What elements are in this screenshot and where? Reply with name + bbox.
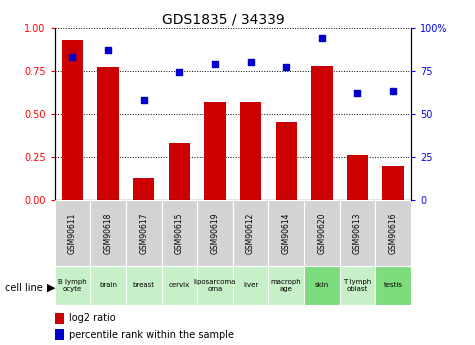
Bar <box>340 266 375 305</box>
Bar <box>340 200 375 266</box>
Text: cervix: cervix <box>169 283 190 288</box>
Bar <box>90 266 126 305</box>
Point <box>247 59 255 65</box>
Text: GSM90618: GSM90618 <box>104 212 113 254</box>
Text: liposarcoma
oma: liposarcoma oma <box>194 279 236 292</box>
Bar <box>304 200 340 266</box>
Bar <box>90 200 126 266</box>
Point <box>68 54 76 60</box>
Bar <box>55 200 90 266</box>
Text: log2 ratio: log2 ratio <box>69 313 115 323</box>
Bar <box>375 200 411 266</box>
Bar <box>62 40 83 200</box>
Point <box>318 35 326 41</box>
Point <box>104 47 112 53</box>
Bar <box>162 200 197 266</box>
Text: breast: breast <box>133 283 155 288</box>
Text: GSM90612: GSM90612 <box>246 212 255 254</box>
Bar <box>268 266 304 305</box>
Point <box>353 90 361 96</box>
Bar <box>311 66 332 200</box>
Text: GSM90617: GSM90617 <box>139 212 148 254</box>
Bar <box>197 200 233 266</box>
Text: testis: testis <box>384 283 403 288</box>
Bar <box>268 200 304 266</box>
Bar <box>276 122 297 200</box>
Text: GSM90611: GSM90611 <box>68 212 77 254</box>
Bar <box>133 178 154 200</box>
Text: cell line: cell line <box>5 283 42 293</box>
Bar <box>233 200 268 266</box>
Bar <box>382 166 404 200</box>
Text: percentile rank within the sample: percentile rank within the sample <box>69 330 234 340</box>
Bar <box>55 266 90 305</box>
Bar <box>233 266 268 305</box>
Bar <box>240 102 261 200</box>
Text: B lymph
ocyte: B lymph ocyte <box>58 279 87 292</box>
Point <box>211 61 218 67</box>
Text: ▶: ▶ <box>47 283 55 293</box>
Text: GSM90614: GSM90614 <box>282 212 291 254</box>
Text: GDS1835 / 34339: GDS1835 / 34339 <box>162 12 285 26</box>
Text: T lymph
oblast: T lymph oblast <box>343 279 371 292</box>
Bar <box>197 266 233 305</box>
Bar <box>169 143 190 200</box>
Bar <box>204 102 226 200</box>
Text: skin: skin <box>314 283 329 288</box>
Text: GSM90616: GSM90616 <box>389 212 398 254</box>
Text: GSM90619: GSM90619 <box>210 212 219 254</box>
Bar <box>55 313 64 324</box>
Text: GSM90615: GSM90615 <box>175 212 184 254</box>
Bar <box>126 266 162 305</box>
Point <box>282 65 290 70</box>
Text: liver: liver <box>243 283 258 288</box>
Bar <box>347 155 368 200</box>
Text: GSM90620: GSM90620 <box>317 212 326 254</box>
Text: brain: brain <box>99 283 117 288</box>
Bar <box>97 67 119 200</box>
Point <box>176 70 183 75</box>
Bar <box>162 266 197 305</box>
Bar <box>126 200 162 266</box>
Bar <box>304 266 340 305</box>
Point <box>390 89 397 94</box>
Text: macroph
age: macroph age <box>271 279 302 292</box>
Bar <box>375 266 411 305</box>
Text: GSM90613: GSM90613 <box>353 212 362 254</box>
Point <box>140 97 147 103</box>
Bar <box>55 329 64 340</box>
